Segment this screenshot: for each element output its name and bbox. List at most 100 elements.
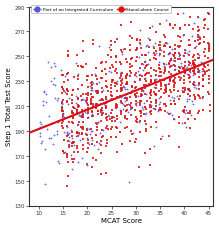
Point xyxy=(160,134,164,138)
Point xyxy=(114,82,118,86)
Point xyxy=(206,41,209,45)
Point xyxy=(66,134,70,137)
Point xyxy=(85,102,88,106)
Point xyxy=(188,88,191,91)
Point xyxy=(145,100,148,104)
Point xyxy=(135,48,138,52)
Point xyxy=(130,86,134,90)
Point xyxy=(120,87,124,90)
Point xyxy=(168,46,171,49)
Point xyxy=(148,111,152,115)
Point xyxy=(71,117,75,120)
Point xyxy=(193,69,196,73)
Point xyxy=(71,109,74,113)
Point xyxy=(143,106,147,109)
Point xyxy=(60,122,64,126)
Point xyxy=(149,88,153,92)
Point xyxy=(61,88,65,92)
Point xyxy=(74,62,78,65)
Point xyxy=(101,77,104,81)
Point xyxy=(99,111,103,114)
Point xyxy=(182,79,185,82)
Point xyxy=(126,111,129,114)
Point xyxy=(100,98,103,102)
Point xyxy=(167,53,170,56)
Point xyxy=(163,63,166,66)
Point xyxy=(89,128,93,132)
Point xyxy=(48,115,51,119)
Point xyxy=(207,75,211,79)
Point xyxy=(167,82,171,86)
Point xyxy=(65,131,68,135)
Point xyxy=(179,40,182,44)
Point xyxy=(115,127,118,131)
Point xyxy=(145,111,148,115)
Point xyxy=(110,112,113,116)
Point xyxy=(164,63,168,66)
Point xyxy=(168,66,172,70)
Point xyxy=(108,98,112,102)
Point xyxy=(151,107,154,111)
Point xyxy=(76,75,79,79)
Point xyxy=(86,134,89,137)
Point xyxy=(67,144,71,147)
Point xyxy=(81,113,85,116)
Point xyxy=(96,113,99,117)
Point xyxy=(94,67,98,70)
Point xyxy=(101,99,104,102)
Point xyxy=(90,84,94,87)
Point xyxy=(129,63,132,67)
Point xyxy=(60,106,64,109)
Point xyxy=(187,77,191,81)
Point xyxy=(148,97,152,100)
Point xyxy=(138,74,141,77)
Point xyxy=(206,12,210,16)
Point xyxy=(90,107,94,110)
Point xyxy=(151,45,155,49)
Point xyxy=(158,53,161,57)
Point xyxy=(109,91,112,94)
Point xyxy=(203,24,206,28)
Legend: Part of an Integrated Curriculum, Stand-alone Course: Part of an Integrated Curriculum, Stand-… xyxy=(31,6,171,14)
Point xyxy=(70,102,74,106)
Point xyxy=(182,68,185,71)
Point xyxy=(72,76,76,80)
Point xyxy=(155,70,158,74)
Point xyxy=(85,151,89,155)
Point xyxy=(115,80,118,84)
Point xyxy=(192,64,196,67)
Point xyxy=(114,104,118,108)
Point xyxy=(169,57,172,61)
Point xyxy=(158,107,161,111)
Point xyxy=(128,66,132,69)
Point xyxy=(138,110,141,114)
Point xyxy=(177,146,181,149)
Point xyxy=(81,157,84,160)
Point xyxy=(87,141,90,145)
Point xyxy=(177,76,181,79)
Point xyxy=(148,59,152,63)
Point xyxy=(162,45,166,49)
Point xyxy=(202,19,205,22)
Point xyxy=(91,104,94,108)
Point xyxy=(138,104,142,107)
Point xyxy=(172,118,175,121)
X-axis label: MCAT Score: MCAT Score xyxy=(101,218,142,224)
Point xyxy=(53,84,57,88)
Point xyxy=(75,54,79,57)
Point xyxy=(154,102,158,106)
Point xyxy=(79,114,83,117)
Point xyxy=(61,74,64,78)
Point xyxy=(167,71,170,75)
Point xyxy=(159,44,162,47)
Point xyxy=(104,98,108,101)
Point xyxy=(207,77,211,81)
Point xyxy=(182,34,185,37)
Point xyxy=(68,132,71,135)
Point xyxy=(179,65,182,68)
Point xyxy=(172,80,175,84)
Point xyxy=(55,129,59,133)
Point xyxy=(78,139,82,142)
Point xyxy=(105,96,108,99)
Point xyxy=(169,59,172,62)
